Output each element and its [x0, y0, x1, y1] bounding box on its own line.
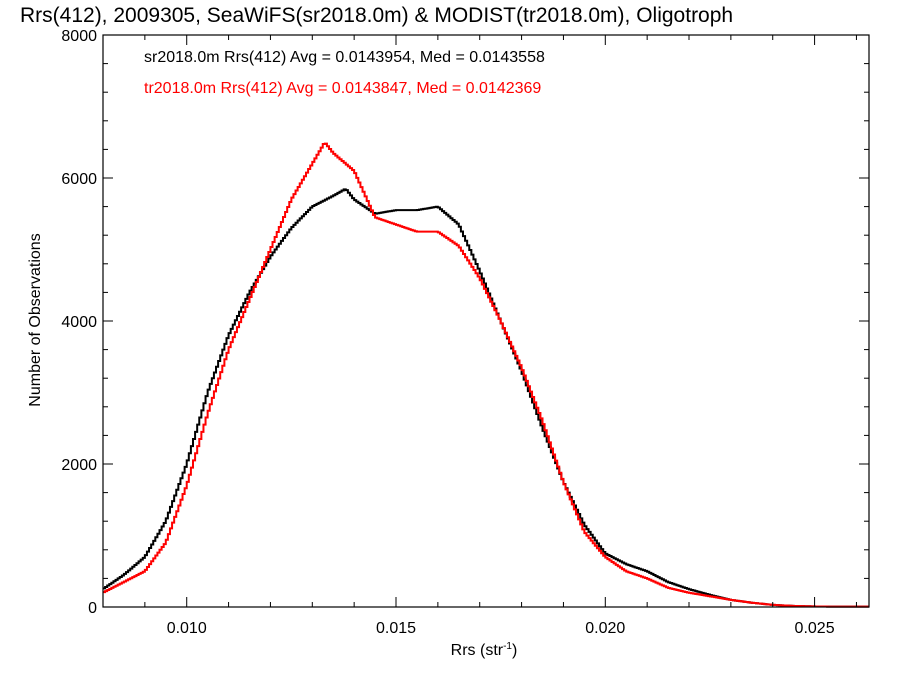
- x-axis-label: Rrs (str-1): [451, 641, 518, 659]
- legend-entry-tr2018: tr2018.0m Rrs(412) Avg = 0.0143847, Med …: [144, 80, 541, 97]
- y-axis: 0 2000 4000 6000 8000: [61, 28, 869, 617]
- legend-entry-sr2018: sr2018.0m Rrs(412) Avg = 0.0143954, Med …: [144, 49, 545, 66]
- plot-frame: [102, 34, 870, 608]
- x-tick-label: 0.025: [795, 620, 835, 637]
- chart-title: Rrs(412), 2009305, SeaWiFS(sr2018.0m) & …: [20, 4, 733, 27]
- x-axis: 0.010 0.015 0.020 0.025: [102, 35, 857, 637]
- y-tick-label: 8000: [61, 28, 97, 45]
- legend: sr2018.0m Rrs(412) Avg = 0.0143954, Med …: [144, 49, 545, 97]
- x-tick-label: 0.010: [167, 620, 207, 637]
- series-tr2018-line: [103, 142, 869, 608]
- series-sr2018-line: [103, 188, 869, 608]
- y-tick-label: 4000: [61, 314, 97, 331]
- y-axis-label: Number of Observations: [27, 233, 44, 406]
- y-tick-label: 0: [88, 600, 97, 617]
- plot-lines: [103, 142, 869, 608]
- y-tick-label: 2000: [61, 457, 97, 474]
- x-tick-label: 0.015: [376, 620, 416, 637]
- x-tick-label: 0.020: [585, 620, 625, 637]
- y-tick-label: 6000: [61, 171, 97, 188]
